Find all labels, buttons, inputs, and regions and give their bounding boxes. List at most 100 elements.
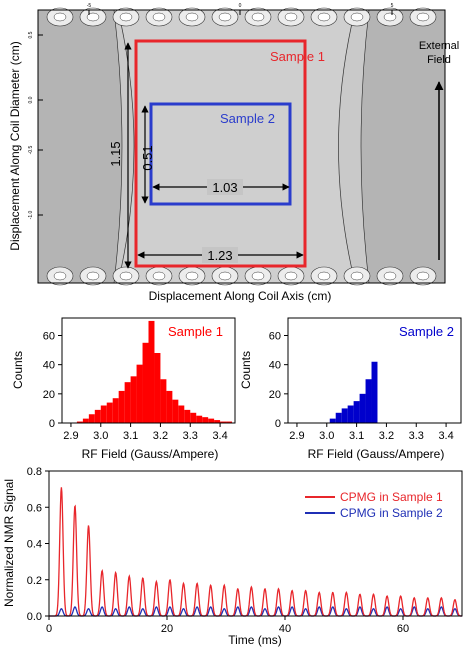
h2-bar	[341, 408, 348, 423]
h1-bar	[88, 414, 95, 423]
h2-xlabel: RF Field (Gauss/Ampere)	[308, 447, 445, 461]
h1-xlabel: RF Field (Gauss/Ampere)	[82, 447, 219, 461]
h1-bar	[190, 412, 197, 423]
legend-label-sample2: CPMG in Sample 2	[340, 506, 443, 520]
contour-lobe-bottom-inner	[416, 271, 430, 281]
h1-bar	[124, 382, 131, 423]
h2-bar	[365, 379, 372, 423]
h1-bar	[76, 421, 83, 423]
contour-lobe-top-inner	[350, 12, 364, 22]
contour-lobe-top-inner	[284, 12, 298, 22]
h2-xtick-label: 3.1	[349, 430, 364, 442]
h2-xtick-label: 3.0	[319, 430, 334, 442]
dim-1-03-label: 1.03	[212, 180, 237, 195]
h1-title: Sample 1	[168, 324, 223, 339]
h1-bar	[184, 409, 191, 423]
contour-ylabel: Displacement Along Coil Diameter (cm)	[8, 41, 22, 250]
external-field-label-line1: External	[419, 40, 459, 52]
contour-lobe-bottom-inner	[284, 271, 298, 281]
h1-bar	[136, 364, 143, 423]
cp-xtick-label: 20	[161, 623, 173, 635]
h2-ticks: 2.9 3.0 3.1 3.2 3.3 3.4 0 20 40 60	[269, 331, 454, 443]
h1-bar	[226, 421, 233, 423]
h1-ytick-label: 0	[49, 418, 55, 430]
h2-xtick-label: 2.9	[289, 430, 304, 442]
contour-lobe-bottom-inner	[185, 271, 199, 281]
contour-lobe-top-inner	[119, 12, 133, 22]
h1-xtick-label: 3.1	[123, 430, 138, 442]
h1-xtick-label: 2.9	[63, 430, 78, 442]
contour-left-tick-label: -0.5	[28, 145, 34, 154]
cp-ytick-label: 0.0	[27, 611, 42, 623]
contour-lobe-bottom-inner	[152, 271, 166, 281]
h1-bar	[160, 379, 167, 423]
contour-panel: -5 0 5 0.5 0.0 -0.5 -1.0 Sample 1 Sample 2 1.…	[8, 3, 459, 303]
cp-xlabel: Time (ms)	[228, 633, 282, 647]
h2-xtick-label: 3.4	[438, 430, 453, 442]
cp-ticks: 0 20 40 60 0.0 0.2 0.4 0.6 0.8	[27, 466, 409, 635]
dim-1-03-label-bg	[207, 179, 243, 195]
h1-ytick-label: 20	[43, 389, 55, 401]
h2-ytick-label: 20	[269, 389, 281, 401]
legend-label-sample1: CPMG in Sample 1	[340, 490, 443, 504]
contour-lobe-top-inner	[317, 12, 331, 22]
cp-ylabel: Normalized NMR Signal	[2, 479, 16, 607]
contour-lobe-top-inner	[86, 12, 100, 22]
cp-xtick-label: 60	[397, 623, 409, 635]
contour-top-tick-label: -5	[87, 3, 92, 9]
h2-frame	[287, 317, 462, 424]
contour-lobe-top-inner	[53, 12, 67, 22]
contour-left-tick-label: 0.0	[28, 96, 34, 103]
cpmg-panel: 0 20 40 60 0.0 0.2 0.4 0.6 0.8 Normalized NMR Si…	[2, 466, 463, 647]
histogram-sample1: 2.9 3.0 3.1 3.2 3.3 3.4 0 20 40 60 Sample 1 Count…	[11, 317, 236, 461]
contour-lobe-bottom-inner	[119, 271, 133, 281]
h1-bar	[166, 390, 173, 423]
cp-legend: CPMG in Sample 1 CPMG in Sample 2	[305, 490, 443, 520]
h1-ytick-label: 40	[43, 360, 55, 372]
h2-ylabel: Counts	[239, 351, 253, 389]
h1-ticks: 2.9 3.0 3.1 3.2 3.3 3.4 0 20 40 60	[43, 331, 228, 443]
h1-bar	[82, 418, 89, 423]
h1-xtick-label: 3.4	[212, 430, 227, 442]
h2-ytick-label: 60	[269, 331, 281, 343]
dim-1-23-label: 1.23	[207, 248, 232, 263]
h1-xtick-label: 3.3	[183, 430, 198, 442]
h1-bar	[208, 418, 215, 423]
contour-frame	[37, 9, 446, 284]
sample1-map-label: Sample 1	[270, 49, 325, 64]
contour-lobe-top-inner	[416, 12, 430, 22]
contour-lobe-bottom-inner	[53, 271, 67, 281]
dim-0-51-label: 0.51	[140, 145, 155, 170]
contour-lobe-top-inner	[185, 12, 199, 22]
contour-top-ticks: -5 0 5	[87, 3, 394, 15]
h1-frame	[61, 317, 236, 424]
contour-lobe-bottom-inner	[317, 271, 331, 281]
h1-bar	[196, 415, 203, 423]
contour-lobe-top-inner	[383, 12, 397, 22]
h1-ytick-label: 60	[43, 331, 55, 343]
sample2-outline	[149, 102, 292, 206]
h1-bar	[130, 376, 137, 423]
h2-title: Sample 2	[399, 324, 454, 339]
contour-lobe-bottom-inner	[383, 271, 397, 281]
contour-lobe-top-inner	[152, 12, 166, 22]
h2-bar	[329, 418, 336, 423]
h1-bar	[94, 409, 101, 423]
h2-ytick-label: 40	[269, 360, 281, 372]
cp-ytick-label: 0.6	[27, 502, 42, 514]
dim-1-15-label: 1.15	[108, 141, 123, 166]
external-field-label-line2: Field	[427, 54, 451, 66]
contour-top-tick-label: 0	[239, 3, 242, 9]
h1-bar	[112, 398, 119, 423]
h1-bar	[178, 405, 185, 423]
h2-bar	[359, 393, 366, 423]
cp-xtick-label: 0	[46, 623, 52, 635]
h1-bar	[214, 420, 221, 423]
h1-ylabel: Counts	[11, 351, 25, 389]
h1-bar	[100, 405, 107, 423]
contour-left-tick-label: -1.0	[28, 210, 34, 219]
contour-xlabel: Displacement Along Coil Axis (cm)	[149, 289, 332, 303]
contour-lobe-top-inner	[251, 12, 265, 22]
dim-1-23-label-bg	[202, 247, 238, 263]
